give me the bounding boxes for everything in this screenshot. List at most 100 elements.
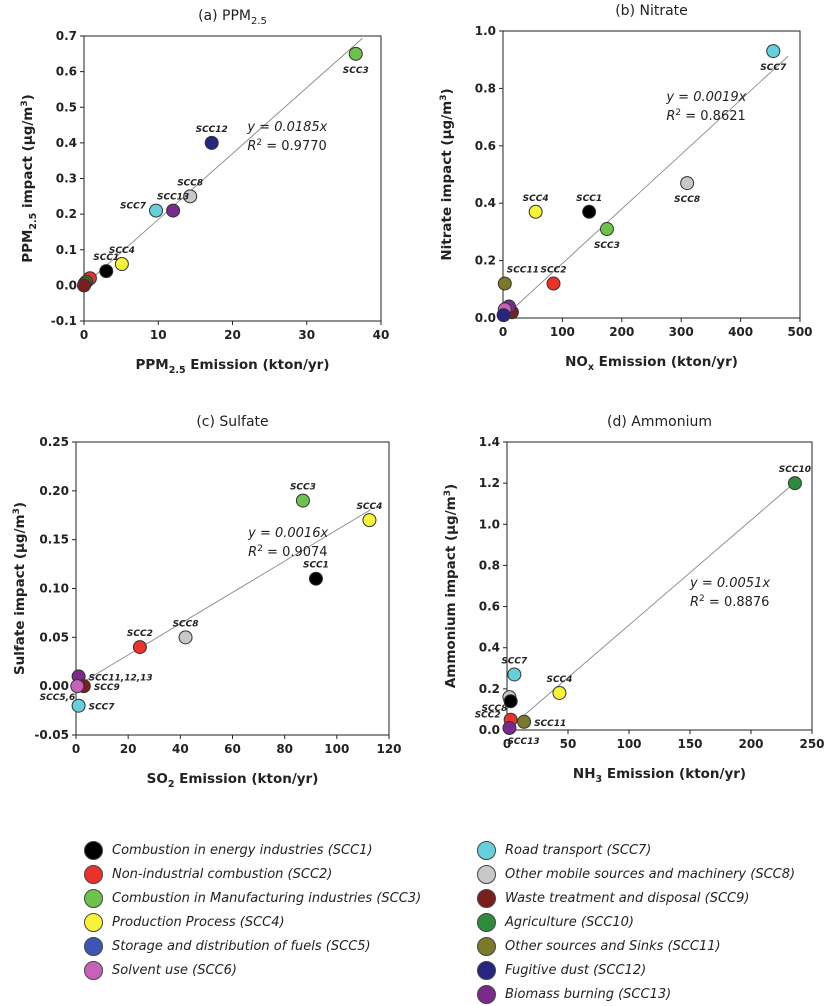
- fit-r-squared: R2 = 0.9770: [247, 138, 326, 154]
- y-tick-label: 0.6: [475, 139, 496, 153]
- legend-swatch: [84, 864, 103, 884]
- x-axis-label: NOx Emission (kton/yr): [565, 354, 738, 373]
- fit-equation: y = 0.0185x: [246, 120, 327, 135]
- legend-item-scc5: Storage and distribution of fuels (SCC5): [84, 934, 484, 958]
- point-label: SCC2: [541, 266, 567, 276]
- legend-left: Combustion in energy industries (SCC1) No…: [84, 838, 484, 982]
- legend-item-scc1: Combustion in energy industries (SCC1): [84, 838, 484, 862]
- y-tick-label: 0.2: [56, 207, 77, 221]
- x-tick-label: 40: [373, 328, 390, 342]
- y-axis-label: PPM2.5 impact (μg/m3): [20, 94, 39, 263]
- x-tick-label: 80: [276, 742, 293, 756]
- chart-panel-3: (c) Sulfate 0 20 40 60 80 100 120 -0.05 0.00 0.05 0…: [12, 414, 402, 790]
- fit-r-squared: R2 = 0.9074: [248, 544, 327, 560]
- legend-label: Road transport (SCC7): [505, 842, 652, 858]
- point-label: SCC1: [576, 194, 602, 204]
- legend-label: Solvent use (SCC6): [112, 962, 237, 978]
- fit-equation: y = 0.0019x: [665, 90, 746, 105]
- y-tick-label: 1.2: [479, 476, 500, 490]
- legend-label: Other sources and Sinks (SCC11): [505, 938, 721, 954]
- point-label: SCC4: [523, 194, 549, 204]
- data-point-scc3: [348, 46, 363, 61]
- legend-swatch: [477, 960, 496, 980]
- x-tick-label: 150: [677, 737, 702, 751]
- data-point-scc6: [70, 679, 85, 694]
- fit-line: [75, 509, 371, 687]
- x-tick-label: 0: [499, 325, 507, 339]
- plot-frame: [83, 35, 382, 322]
- plot-frame: [75, 441, 390, 736]
- legend-right: Road transport (SCC7) Other mobile source…: [477, 838, 827, 1006]
- point-label: SCC7: [760, 63, 787, 73]
- y-tick-label: 0.0: [475, 311, 496, 325]
- legend-item-scc9: Waste treatment and disposal (SCC9): [477, 886, 827, 910]
- plot-frame: [506, 441, 813, 731]
- y-tick-label: 0.15: [39, 533, 69, 547]
- y-tick-label: 0.2: [475, 254, 496, 268]
- data-point-scc13: [166, 203, 181, 218]
- data-point-scc4: [114, 257, 129, 271]
- chart-title: (d) Ammonium: [607, 414, 712, 430]
- x-tick-label: 200: [609, 325, 634, 339]
- legend-swatch: [477, 984, 496, 1004]
- legend-label: Other mobile sources and machinery (SCC8…: [505, 866, 796, 882]
- x-tick-label: 300: [669, 325, 694, 339]
- legend-item-scc8: Other mobile sources and machinery (SCC8…: [477, 862, 827, 886]
- y-tick-label: 1.0: [475, 24, 496, 38]
- x-axis-label: SO2 Emission (kton/yr): [147, 771, 319, 790]
- point-label: SCC11: [507, 266, 539, 276]
- x-tick-label: 0: [80, 328, 88, 342]
- data-point-scc7: [149, 203, 164, 218]
- x-tick-label: 100: [324, 742, 349, 756]
- legend-item-scc13: Biomass burning (SCC13): [477, 982, 827, 1006]
- plot-frame: [502, 30, 801, 319]
- point-label: SCC4: [546, 675, 572, 685]
- y-tick-label: -0.05: [34, 728, 69, 742]
- fit-line: [83, 37, 363, 286]
- chart-title: (c) Sulfate: [196, 414, 268, 430]
- data-point-scc11: [517, 714, 532, 729]
- legend-item-scc3: Combustion in Manufacturing industries (…: [84, 886, 484, 910]
- y-axis-label: Ammonium impact (μg/m3): [443, 484, 459, 688]
- x-tick-label: 0: [503, 737, 511, 751]
- x-tick-label: 400: [728, 325, 753, 339]
- y-tick-label: 0.2: [479, 682, 500, 696]
- legend-label: Non-industrial combustion (SCC2): [112, 866, 333, 882]
- y-tick-label: 0.0: [479, 723, 500, 737]
- legend-label: Biomass burning (SCC13): [505, 986, 672, 1002]
- x-tick-label: 60: [224, 742, 241, 756]
- x-tick-label: 20: [224, 328, 241, 342]
- legend-swatch: [477, 936, 496, 956]
- y-tick-label: 0.6: [56, 65, 77, 79]
- data-point-scc7: [507, 667, 522, 682]
- data-point-scc12: [204, 135, 219, 150]
- legend-item-scc10: Agriculture (SCC10): [477, 910, 827, 934]
- point-label: SCC1: [93, 253, 119, 263]
- y-tick-label: 0.20: [39, 484, 69, 498]
- fit-r-squared: R2 = 0.8621: [666, 108, 745, 124]
- data-point-scc8: [680, 176, 695, 191]
- x-tick-label: 40: [172, 742, 189, 756]
- y-axis-label: Sulfate impact (μg/m3): [12, 502, 28, 675]
- y-tick-label: 0.4: [479, 641, 500, 655]
- point-label: SCC3: [594, 241, 620, 251]
- y-tick-label: 0.00: [39, 679, 69, 693]
- y-tick-label: -0.1: [51, 314, 77, 328]
- legend-label: Combustion in energy industries (SCC1): [112, 842, 373, 858]
- data-point-scc4: [362, 513, 377, 528]
- point-label: SCC3: [290, 483, 316, 493]
- legend-swatch: [84, 888, 103, 908]
- data-point-scc1: [582, 204, 597, 219]
- legend-label: Production Process (SCC4): [112, 914, 285, 930]
- point-label: SCC4: [109, 246, 135, 256]
- legend-item-scc11: Other sources and Sinks (SCC11): [477, 934, 827, 958]
- data-point-scc3: [295, 493, 310, 508]
- y-tick-label: 0.5: [56, 100, 77, 114]
- point-label: SCC8: [177, 178, 203, 188]
- legend-swatch: [477, 840, 496, 860]
- chart-title: (b) Nitrate: [615, 3, 688, 19]
- data-point-scc4: [528, 204, 543, 219]
- point-label: SCC1: [303, 561, 329, 571]
- point-label: SCC11: [534, 719, 566, 729]
